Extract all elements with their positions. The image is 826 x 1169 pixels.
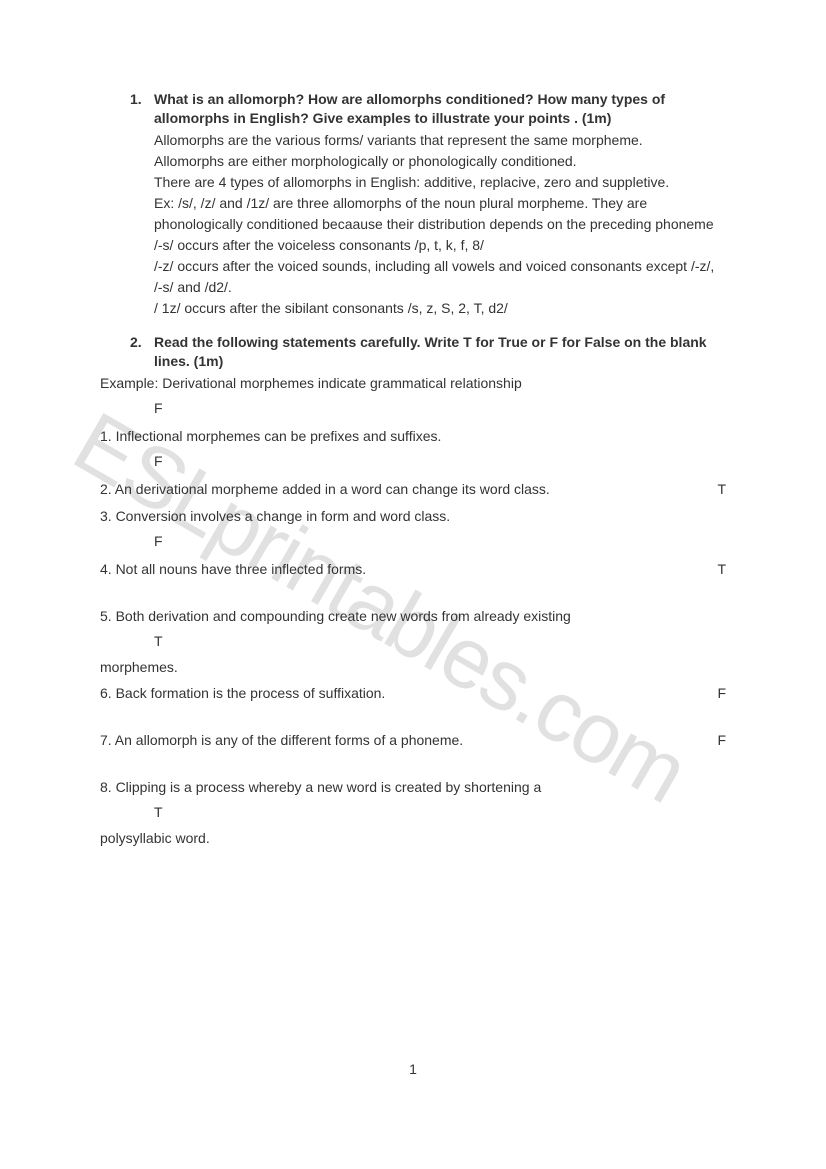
tf-answer-right: F	[696, 730, 726, 751]
tf-statement: 3. Conversion involves a change in form …	[100, 506, 696, 527]
tf-answer-below: F	[100, 453, 726, 469]
tf-item: 7. An allomorph is any of the different …	[100, 730, 726, 751]
body-line: / 1z/ occurs after the sibilant consonan…	[154, 298, 726, 319]
tf-item: 5. Both derivation and compounding creat…	[100, 606, 726, 627]
spacer	[100, 586, 726, 600]
body-line: /-z/ occurs after the voiced sounds, inc…	[154, 256, 726, 298]
tf-item: 6. Back formation is the process of suff…	[100, 683, 726, 704]
body-line: Allomorphs are the various forms/ varian…	[154, 130, 726, 151]
tf-answer-right	[696, 426, 726, 447]
body-line: Allomorphs are either morphologically or…	[154, 151, 726, 172]
tf-items-container: 1. Inflectional morphemes can be prefixe…	[100, 426, 726, 846]
tf-answer-right	[696, 506, 726, 527]
tf-statement: 2. An derivational morpheme added in a w…	[100, 479, 696, 500]
spacer	[100, 757, 726, 771]
tf-answer-right: T	[696, 559, 726, 580]
tf-answer-right	[696, 777, 726, 798]
tf-item: 3. Conversion involves a change in form …	[100, 506, 726, 527]
question-number: 1.	[130, 90, 154, 109]
tf-answer-below: F	[100, 533, 726, 549]
question-2: 2. Read the following statements careful…	[100, 333, 726, 846]
tf-statement: 5. Both derivation and compounding creat…	[100, 606, 696, 627]
tf-statement: 7. An allomorph is any of the different …	[100, 730, 696, 751]
tf-answer-below: T	[100, 633, 726, 649]
tf-item: 2. An derivational morpheme added in a w…	[100, 479, 726, 500]
tf-continuation: morphemes.	[100, 659, 726, 675]
question-title: Read the following statements carefully.…	[154, 333, 726, 371]
tf-answer-right: F	[696, 683, 726, 704]
tf-statement: 8. Clipping is a process whereby a new w…	[100, 777, 696, 798]
tf-statement: 6. Back formation is the process of suff…	[100, 683, 696, 704]
tf-item: 1. Inflectional morphemes can be prefixe…	[100, 426, 726, 447]
tf-statement: 4. Not all nouns have three inflected fo…	[100, 559, 696, 580]
document-page: 1. What is an allomorph? How are allomor…	[0, 0, 826, 900]
body-line: There are 4 types of allomorphs in Engli…	[154, 172, 726, 193]
question-number: 2.	[130, 333, 154, 352]
tf-example: Example: Derivational morphemes indicate…	[100, 373, 726, 394]
question-title: What is an allomorph? How are allomorphs…	[154, 90, 726, 128]
tf-item: 4. Not all nouns have three inflected fo…	[100, 559, 726, 580]
tf-example-answer: F	[100, 400, 726, 416]
tf-answer-right: T	[696, 479, 726, 500]
tf-continuation: polysyllabic word.	[100, 830, 726, 846]
question-1: 1. What is an allomorph? How are allomor…	[100, 90, 726, 319]
tf-answer-below: T	[100, 804, 726, 820]
question-body: Allomorphs are the various forms/ varian…	[100, 130, 726, 319]
body-line: Ex: /s/, /z/ and /1z/ are three allomorp…	[154, 193, 726, 235]
tf-answer-right	[696, 606, 726, 627]
tf-statement: 1. Inflectional morphemes can be prefixe…	[100, 426, 696, 447]
page-number: 1	[0, 1061, 826, 1077]
tf-item: 8. Clipping is a process whereby a new w…	[100, 777, 726, 798]
spacer	[100, 710, 726, 724]
body-line: /-s/ occurs after the voiceless consonan…	[154, 235, 726, 256]
